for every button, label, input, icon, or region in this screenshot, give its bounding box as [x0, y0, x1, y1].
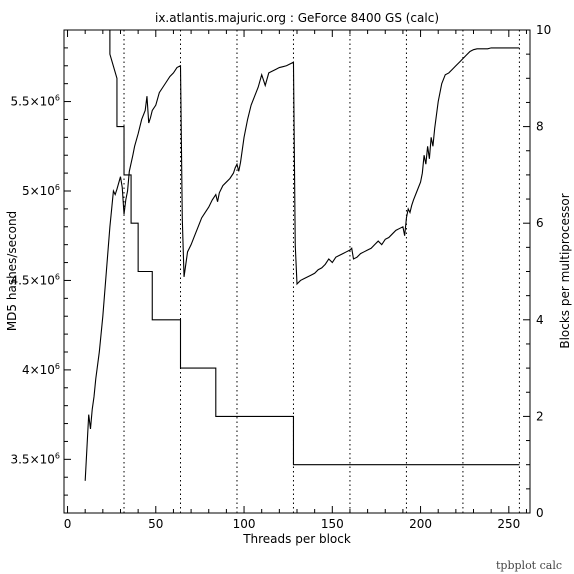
chart-title: ix.atlantis.majuric.org : GeForce 8400 G… [155, 11, 439, 25]
x-axis-ticks: 0 50 100 150 200 250 [64, 30, 527, 531]
y2-tick-label-5: 10 [536, 23, 551, 37]
plot-frame [63, 29, 531, 514]
y2-tick-label-0: 0 [536, 506, 544, 520]
y-axis-ticks: 3.5×106 4×106 4.5×106 5×106 5.5×106 [10, 29, 71, 496]
y2-tick-label-3: 6 [536, 216, 544, 230]
footer-caption: tpbplot calc [496, 559, 562, 572]
y-tick-label-4: 5.5×106 [10, 94, 60, 109]
y2-tick-label-4: 8 [536, 120, 544, 134]
y-tick-label-3: 5×106 [22, 183, 60, 198]
y2-axis-label: Blocks per multiprocessor [558, 193, 572, 348]
x-tick-label-1: 50 [148, 517, 163, 531]
series-line-1 [109, 30, 520, 466]
series-line-0 [84, 47, 520, 481]
series-group [84, 30, 520, 481]
y2-tick-label-1: 2 [536, 409, 544, 423]
x-tick-label-5: 250 [497, 517, 520, 531]
x-tick-label-0: 0 [64, 517, 72, 531]
y2-axis-ticks: 0 2 4 6 8 10 [523, 23, 551, 520]
x-axis-label: Threads per block [242, 532, 351, 546]
y-tick-label-2: 4.5×106 [10, 272, 60, 287]
y-tick-label-0: 3.5×106 [10, 451, 60, 466]
x-tick-label-4: 200 [409, 517, 432, 531]
x-tick-label-3: 150 [321, 517, 344, 531]
y2-tick-label-2: 4 [536, 313, 544, 327]
y-tick-label-1: 4×106 [22, 362, 60, 377]
x-tick-label-2: 100 [233, 517, 256, 531]
y-axis-label: MD5 hashes/second [5, 211, 19, 331]
